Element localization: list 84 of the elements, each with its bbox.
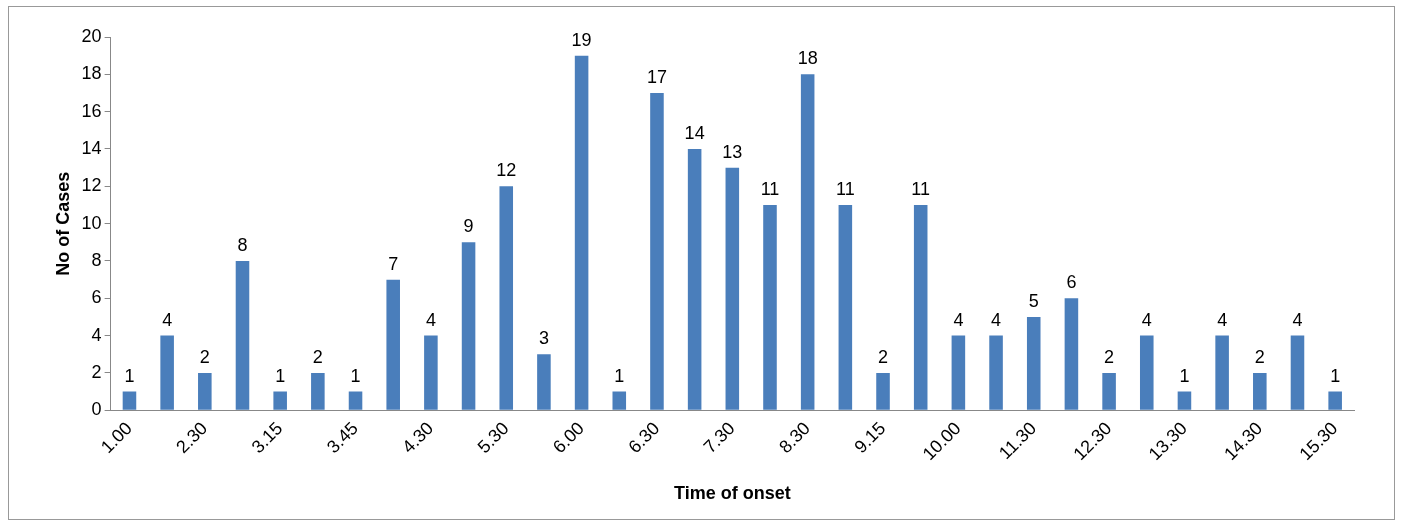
y-tick-label: 14 — [81, 137, 102, 158]
bar — [876, 372, 890, 410]
data-label: 11 — [760, 178, 780, 199]
bar — [537, 354, 551, 410]
data-label: 1 — [1330, 365, 1341, 386]
data-label: 4 — [1141, 309, 1152, 330]
data-label: 1 — [614, 365, 625, 386]
y-axis-title: No of Cases — [52, 171, 73, 276]
data-label: 8 — [237, 234, 248, 255]
bar — [1328, 391, 1342, 410]
bar — [725, 167, 740, 410]
bar — [913, 204, 928, 410]
y-tick-label: 6 — [91, 287, 102, 308]
bar — [198, 372, 212, 410]
bar — [612, 391, 627, 410]
bar — [386, 279, 400, 410]
bar — [800, 74, 815, 410]
bar — [122, 391, 137, 410]
y-tick-label: 4 — [91, 324, 102, 345]
bar — [311, 372, 325, 410]
bar — [424, 335, 438, 410]
y-tick-label: 8 — [91, 249, 102, 270]
data-label: 19 — [571, 29, 592, 50]
y-tick-label: 10 — [81, 212, 102, 233]
data-label: 12 — [496, 160, 517, 181]
bar — [461, 242, 476, 410]
data-label: 1 — [1179, 365, 1190, 386]
x-tick-label: 6.30 — [624, 418, 664, 458]
bar — [1064, 298, 1079, 410]
data-label: 2 — [1104, 346, 1115, 367]
data-label: 4 — [953, 309, 964, 330]
bar — [160, 335, 174, 410]
data-label: 1 — [350, 365, 361, 386]
y-tick-label: 20 — [81, 25, 102, 46]
bar — [235, 260, 250, 410]
y-tick-label: 16 — [81, 100, 102, 121]
y-tick-label: 2 — [91, 361, 102, 382]
data-label: 9 — [463, 216, 474, 237]
data-label: 11 — [836, 178, 855, 199]
y-tick-label: 0 — [91, 399, 102, 420]
bar — [951, 335, 966, 410]
data-label: 6 — [1066, 272, 1077, 293]
bar — [1102, 372, 1116, 410]
bar — [763, 204, 777, 410]
x-tick-label: 5.30 — [473, 418, 513, 458]
bar — [499, 186, 514, 410]
bar — [574, 55, 589, 410]
bar — [1215, 335, 1229, 410]
bar — [838, 204, 853, 410]
y-tick-label: 18 — [81, 63, 102, 84]
data-label: 17 — [646, 66, 667, 87]
bar — [348, 391, 363, 410]
x-axis-title: Time of onset — [673, 483, 791, 504]
data-label: 2 — [878, 346, 889, 367]
x-tick-label: 6.00 — [549, 418, 588, 458]
data-label: 18 — [797, 48, 818, 69]
bar — [1253, 372, 1267, 410]
x-tick-label: 7.30 — [699, 418, 739, 458]
x-tick-label: 4.30 — [398, 418, 438, 458]
data-label: 2 — [199, 346, 210, 367]
bar — [650, 92, 664, 410]
data-label: 4 — [1217, 309, 1228, 330]
data-label: 2 — [1254, 346, 1265, 367]
data-label: 4 — [162, 309, 173, 330]
data-label: 7 — [388, 253, 399, 274]
data-label: 1 — [275, 365, 286, 386]
data-label: 4 — [1292, 309, 1303, 330]
data-label: 14 — [684, 122, 705, 143]
data-label: 3 — [538, 328, 549, 349]
bar — [1290, 335, 1305, 410]
bar — [1139, 335, 1154, 410]
data-label: 1 — [124, 365, 135, 386]
data-label: 2 — [312, 346, 323, 367]
data-label: 11 — [911, 178, 931, 199]
bar — [1177, 391, 1192, 410]
y-tick-label: 12 — [81, 175, 102, 196]
data-label: 4 — [991, 309, 1002, 330]
data-label: 5 — [1028, 290, 1039, 311]
bar — [273, 391, 287, 410]
bar — [1026, 316, 1041, 410]
data-label: 13 — [722, 141, 743, 162]
data-label: 4 — [425, 309, 436, 330]
bar — [687, 148, 702, 410]
bar — [989, 335, 1003, 410]
